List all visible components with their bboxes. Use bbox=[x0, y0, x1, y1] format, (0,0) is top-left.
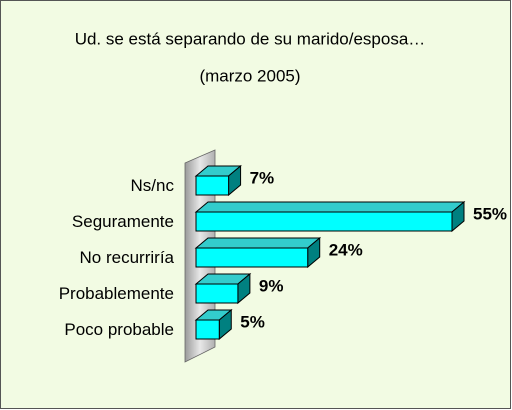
chart-subtitle: (marzo 2005) bbox=[199, 66, 300, 85]
y-tick-label: No recurriría bbox=[80, 248, 175, 267]
bar bbox=[194, 164, 242, 197]
bar-face bbox=[194, 201, 466, 213]
bar-face bbox=[195, 319, 220, 340]
bar-face bbox=[195, 211, 453, 232]
bar bbox=[194, 200, 466, 233]
y-tick-label: Seguramente bbox=[72, 212, 174, 231]
bar-face bbox=[195, 247, 309, 268]
chart-title: Ud. se está separando de su marido/espos… bbox=[75, 29, 426, 48]
y-tick-label: Probablemente bbox=[59, 284, 174, 303]
value-label: 5% bbox=[240, 312, 265, 331]
value-label: 7% bbox=[250, 168, 275, 187]
y-tick-label: Ns/nc bbox=[131, 176, 175, 195]
bar-face bbox=[195, 175, 230, 196]
bar bbox=[194, 272, 252, 305]
bar-face bbox=[194, 237, 322, 249]
value-label: 55% bbox=[473, 204, 507, 223]
bar bbox=[194, 236, 322, 269]
bar-face bbox=[195, 283, 239, 304]
bar bbox=[194, 308, 233, 341]
y-tick-label: Poco probable bbox=[64, 320, 174, 339]
value-label: 24% bbox=[329, 240, 363, 259]
value-label: 9% bbox=[259, 276, 284, 295]
